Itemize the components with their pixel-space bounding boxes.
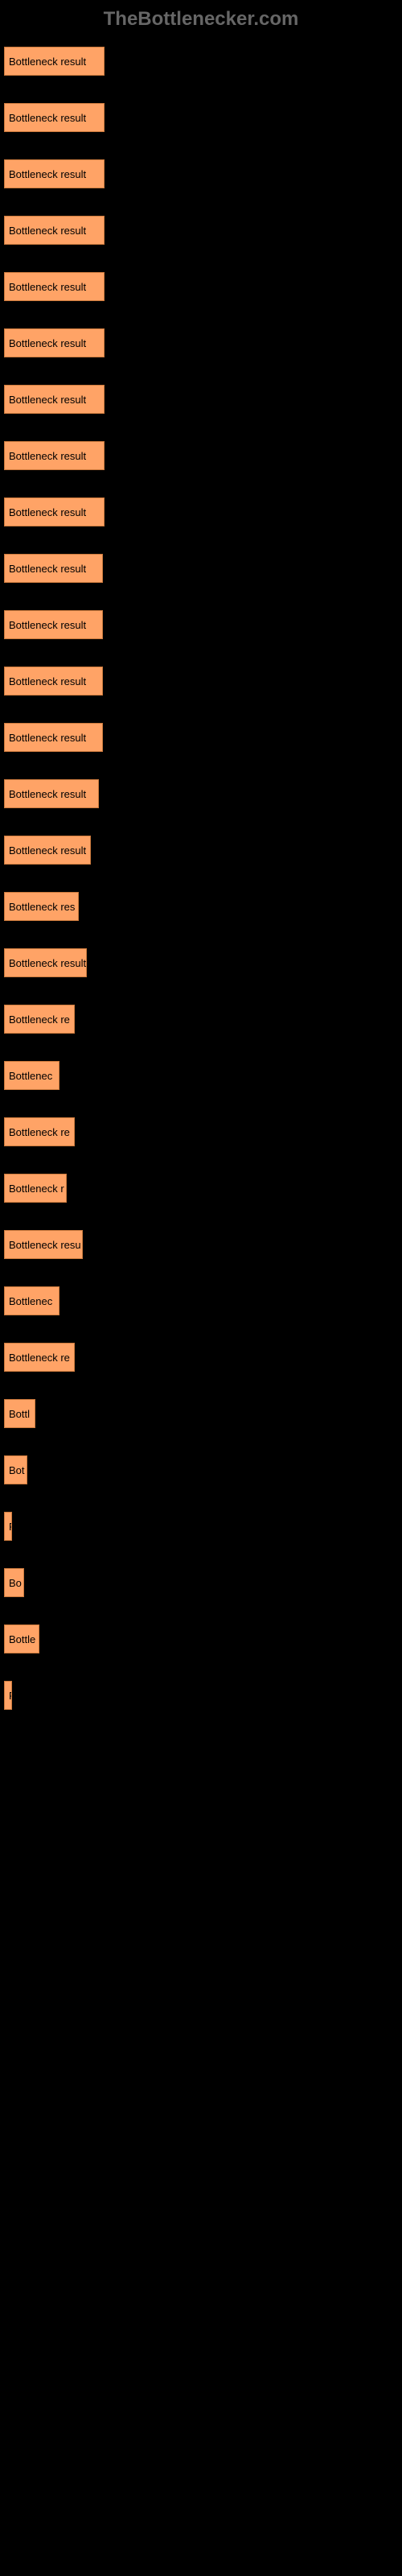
chart-bar: Bottleneck result xyxy=(4,441,105,470)
bar-row: Bottleneck result xyxy=(4,47,398,76)
bar-row: F xyxy=(4,1512,398,1541)
chart-bar: Bottle xyxy=(4,1624,39,1653)
bar-row: Bottleneck result xyxy=(4,441,398,470)
chart-bar: Bottleneck result xyxy=(4,328,105,357)
bar-row: Bottleneck result xyxy=(4,103,398,132)
bar-row: F xyxy=(4,1681,398,1710)
bar-row: Bottle xyxy=(4,1624,398,1653)
chart-bar: Bottleneck result xyxy=(4,554,103,583)
chart-bar: Bottleneck re xyxy=(4,1343,75,1372)
chart-bar: Bottleneck result xyxy=(4,385,105,414)
bar-row: Bottleneck result xyxy=(4,723,398,752)
chart-bar: Bottleneck result xyxy=(4,948,87,977)
bar-row: Bottleneck res xyxy=(4,892,398,921)
bar-row: Bottleneck result xyxy=(4,497,398,526)
chart-bar: F xyxy=(4,1681,12,1710)
bar-row: Bottleneck re xyxy=(4,1343,398,1372)
chart-bar: Bottleneck re xyxy=(4,1005,75,1034)
chart-bar: Bottleneck result xyxy=(4,103,105,132)
chart-bar: Bottleneck result xyxy=(4,610,103,639)
bar-row: Bo xyxy=(4,1568,398,1597)
chart-bar: Bottleneck result xyxy=(4,216,105,245)
chart-bar: Bottleneck resu xyxy=(4,1230,83,1259)
chart-bar: Bottleneck result xyxy=(4,779,99,808)
chart-bar: Bottleneck result xyxy=(4,667,103,696)
chart-bar: Bottlenec xyxy=(4,1061,59,1090)
chart-bar: Bottleneck res xyxy=(4,892,79,921)
bar-row: Bottleneck result xyxy=(4,385,398,414)
bar-row: Bottlenec xyxy=(4,1286,398,1315)
chart-bar: F xyxy=(4,1512,12,1541)
chart-bar: Bottleneck result xyxy=(4,272,105,301)
chart-bar: Bottl xyxy=(4,1399,35,1428)
bar-row: Bottleneck result xyxy=(4,610,398,639)
bar-row: Bot xyxy=(4,1455,398,1484)
bar-chart: Bottleneck result Bottleneck result Bottle… xyxy=(0,47,402,1710)
bar-row: Bottleneck result xyxy=(4,836,398,865)
chart-bar: Bot xyxy=(4,1455,27,1484)
bar-row: Bottleneck result xyxy=(4,159,398,188)
bar-row: Bottleneck re xyxy=(4,1005,398,1034)
chart-bar: Bottleneck r xyxy=(4,1174,67,1203)
chart-bar: Bottleneck result xyxy=(4,836,91,865)
bar-row: Bottleneck resu xyxy=(4,1230,398,1259)
bar-row: Bottleneck re xyxy=(4,1117,398,1146)
chart-bar: Bottleneck result xyxy=(4,47,105,76)
chart-bar: Bottleneck result xyxy=(4,723,103,752)
bar-row: Bottleneck result xyxy=(4,272,398,301)
chart-bar: Bottleneck result xyxy=(4,497,105,526)
chart-bar: Bottlenec xyxy=(4,1286,59,1315)
bar-row: Bottl xyxy=(4,1399,398,1428)
bar-row: Bottleneck r xyxy=(4,1174,398,1203)
chart-bar: Bottleneck re xyxy=(4,1117,75,1146)
chart-bar: Bottleneck result xyxy=(4,159,105,188)
bar-row: Bottleneck result xyxy=(4,667,398,696)
bar-row: Bottlenec xyxy=(4,1061,398,1090)
bar-row: Bottleneck result xyxy=(4,328,398,357)
bar-row: Bottleneck result xyxy=(4,779,398,808)
bar-row: Bottleneck result xyxy=(4,216,398,245)
bar-row: Bottleneck result xyxy=(4,554,398,583)
site-logo: TheBottlenecker.com xyxy=(0,8,402,31)
bar-row: Bottleneck result xyxy=(4,948,398,977)
chart-bar: Bo xyxy=(4,1568,24,1597)
